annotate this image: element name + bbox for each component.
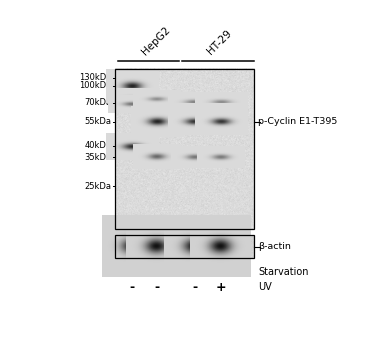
Text: β-actin: β-actin <box>258 242 291 251</box>
Text: -: - <box>218 266 223 279</box>
Text: +: + <box>215 281 226 294</box>
Text: 35kDa: 35kDa <box>84 153 111 162</box>
Text: 25kDa: 25kDa <box>85 182 111 190</box>
Text: 70kDa: 70kDa <box>84 98 111 107</box>
Text: 55kDa: 55kDa <box>85 117 111 126</box>
Text: -: - <box>130 281 135 294</box>
Text: 40kDa: 40kDa <box>85 141 111 150</box>
Text: -: - <box>192 281 197 294</box>
Text: 100kDa: 100kDa <box>79 81 111 90</box>
Text: -: - <box>192 266 197 279</box>
Text: HT-29: HT-29 <box>205 29 233 57</box>
Bar <box>115 235 254 258</box>
Text: UV: UV <box>258 282 272 292</box>
Bar <box>115 69 254 229</box>
Text: -: - <box>154 281 159 294</box>
Text: -: - <box>130 266 135 279</box>
Text: Starvation: Starvation <box>258 267 309 278</box>
Text: 130kDa: 130kDa <box>79 73 111 82</box>
Text: p-Cyclin E1-T395: p-Cyclin E1-T395 <box>258 117 338 126</box>
Text: HepG2: HepG2 <box>140 25 172 57</box>
Text: +: + <box>151 266 162 279</box>
